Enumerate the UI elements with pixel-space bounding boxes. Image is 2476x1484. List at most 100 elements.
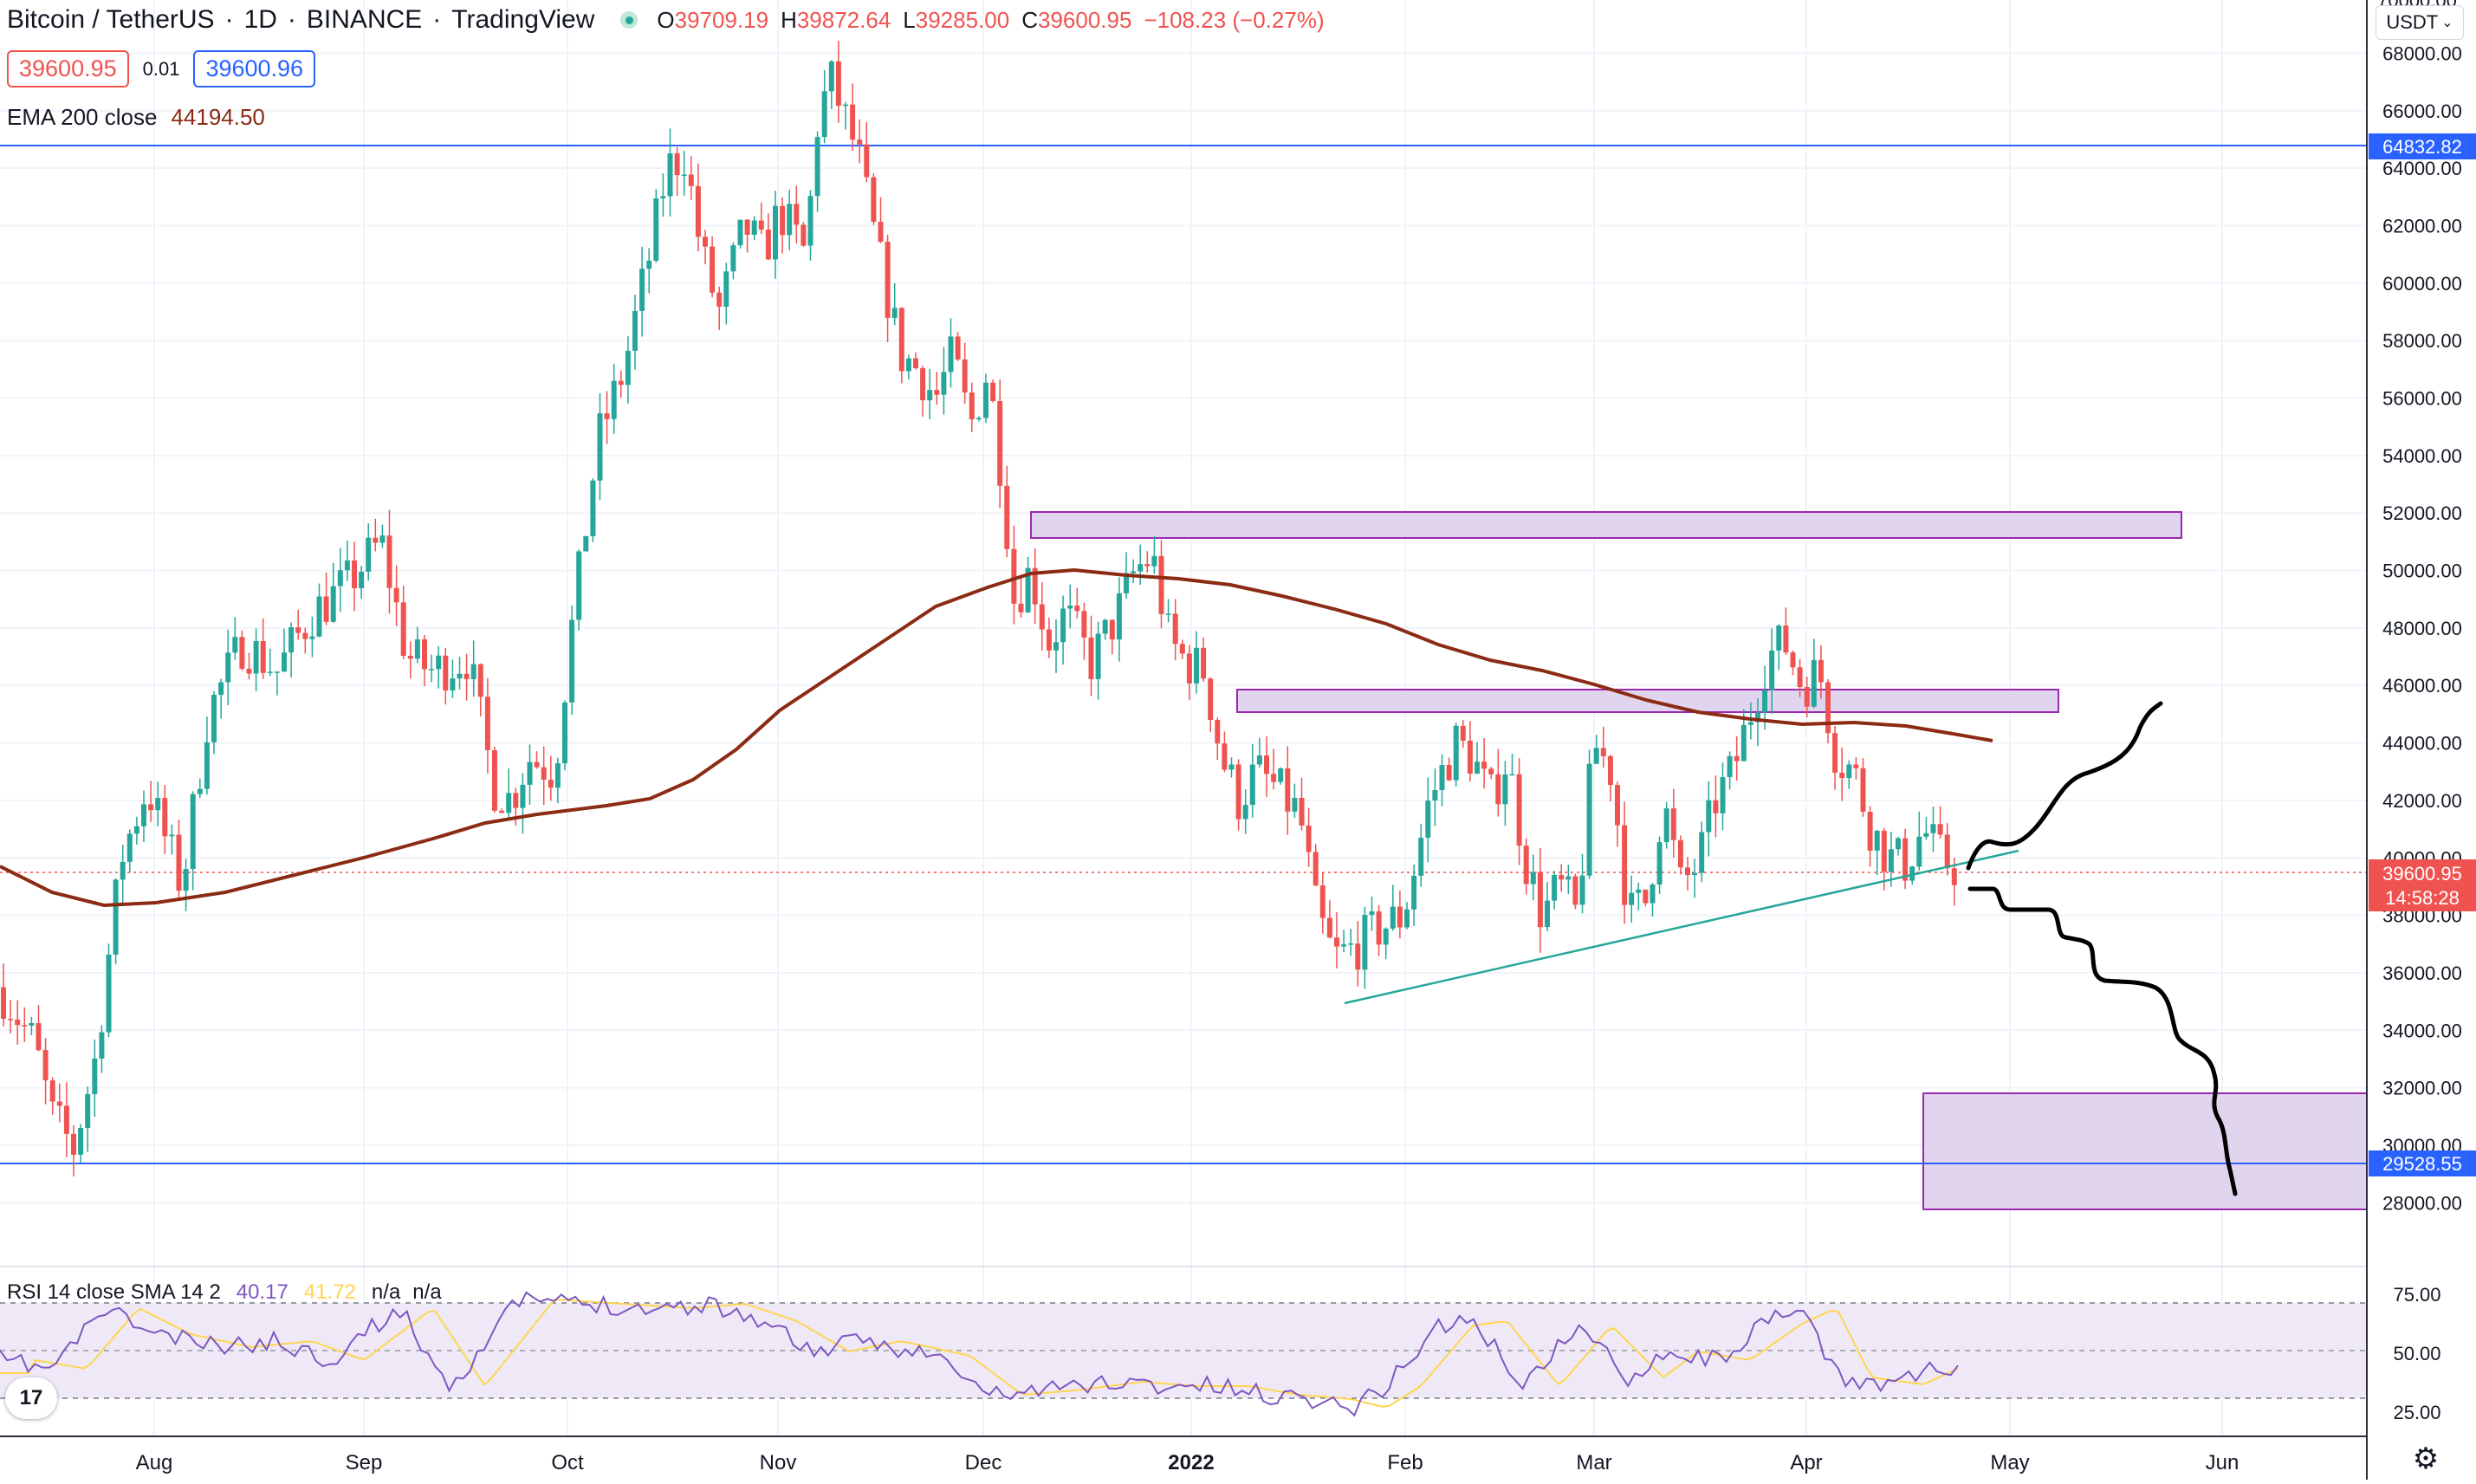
candle-body [253,641,259,674]
candle-body [794,204,800,225]
currency-selector[interactable]: USDT ⌄ [2376,5,2464,40]
candle-body [1053,642,1059,651]
price-label-high: 64832.82 [2382,136,2462,158]
candle-body [1460,725,1466,741]
candle-body [1144,564,1150,567]
candle-body [1011,548,1017,604]
candle-body [1383,928,1389,945]
candle-body [920,368,926,401]
candle-body [1790,652,1796,668]
candle-body [1636,889,1642,893]
candle-body [126,833,133,862]
symbol-legend[interactable]: Bitcoin / TetherUS · 1D · BINANCE · Trad… [7,5,1325,35]
time-axis[interactable]: Aug Sep Oct Nov Dec 2022 Feb Mar Apr May Jun [136,1451,2239,1474]
market-status-icon[interactable] [620,11,638,29]
candle-body [120,861,126,880]
candle-body [506,793,512,813]
candle-body [1179,644,1185,654]
candle-body [1025,567,1031,612]
time-label: Aug [136,1451,173,1474]
candle-body [1081,611,1087,638]
candle-body [1425,800,1431,839]
candle-body [1670,808,1676,840]
candle-body [927,390,933,401]
time-label: Sep [346,1451,383,1474]
candle-body [1565,876,1572,880]
candle-body [400,602,406,656]
candle-body [407,655,413,659]
candle-body [611,380,617,419]
gear-icon[interactable]: ⚙ [2412,1442,2440,1475]
candle-body [211,694,217,742]
candle-body [463,673,470,680]
candle-body [373,537,379,543]
candle-body [814,137,820,197]
candle-body [323,596,329,622]
interval-label[interactable]: 1D [243,5,277,34]
candle-body [941,372,947,395]
candle-body [1,987,6,1020]
candle-body [990,382,996,401]
rsi-line[interactable] [0,1291,1959,1417]
candle-body [1256,755,1262,765]
candle-body [975,418,982,420]
candle-body [1530,872,1536,885]
candle-body [1559,874,1565,880]
candle-body [541,767,547,781]
price-tick: 48000.00 [2382,618,2462,639]
rsi-band [0,1303,2367,1398]
candle-body [703,237,708,247]
candle-body [1355,943,1361,970]
spread-value: 0.01 [142,57,180,80]
candle-body [891,308,898,318]
price-tick: 66000.00 [2382,100,2462,122]
candle-body [443,655,449,691]
time-label: Apr [1790,1451,1822,1474]
sell-button[interactable]: 39600.95 [7,50,129,87]
candle-body [1860,768,1866,813]
candle-body [597,413,603,481]
candle-body [1916,836,1922,867]
rsi-axis[interactable]: 75.00 50.00 25.00 [2393,1284,2440,1423]
price-tick: 52000.00 [2382,502,2462,524]
candle-body [366,537,372,572]
buy-button[interactable]: 39600.96 [193,50,316,87]
candle-body [1888,849,1894,872]
candle-body [969,392,975,420]
price-tick: 54000.00 [2382,445,2462,467]
resistance-zone-upper[interactable] [1030,511,2182,539]
price-tick: 60000.00 [2382,273,2462,295]
bullish-projection-path[interactable] [1966,701,2163,871]
rsi-sma-line[interactable] [0,1299,1959,1408]
target-support-zone[interactable] [1922,1092,2368,1210]
high-value: H39872.64 [781,6,891,33]
candle-body [1453,725,1459,781]
candle-body [1516,774,1522,846]
separator-1: · [224,5,234,34]
candle-body [681,174,687,176]
rsi-legend[interactable]: RSI 14 close SMA 14 2 40.17 41.72 n/a n/… [7,1280,454,1305]
candle-body [1622,825,1628,905]
candle-body [422,639,427,670]
candle-body [78,1127,84,1155]
candle-body [1032,567,1038,605]
price-tick: 42000.00 [2382,790,2462,812]
price-label-low-bg [2369,1150,2476,1176]
ema-legend[interactable]: EMA 200 close 44194.50 [7,104,265,131]
symbol-name[interactable]: Bitcoin / TetherUS [7,5,215,34]
candle-body [1615,785,1620,826]
ascending-trendline[interactable] [1344,849,2019,1005]
candle-body [695,185,701,237]
time-label: Jun [2206,1451,2239,1474]
tradingview-logo-icon[interactable]: 17 [5,1377,57,1419]
candle-body [1292,797,1298,812]
candle-body [1369,911,1375,916]
candle-body [562,702,567,763]
ema-200-line[interactable] [0,567,1993,908]
bearish-projection-path[interactable] [1967,886,2238,1196]
candle-body [1923,833,1929,837]
candle-body [1151,555,1157,567]
candle-body [618,380,624,386]
